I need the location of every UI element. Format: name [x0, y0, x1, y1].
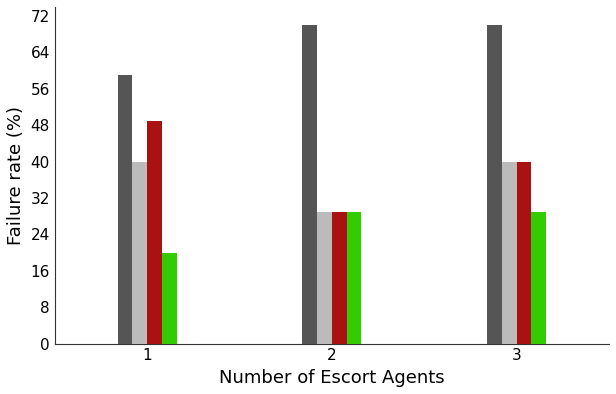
- Bar: [132, 162, 147, 344]
- Bar: [347, 212, 362, 344]
- Bar: [487, 25, 502, 344]
- Bar: [118, 75, 132, 344]
- Bar: [302, 25, 317, 344]
- Bar: [517, 162, 532, 344]
- Bar: [147, 121, 162, 344]
- Bar: [162, 253, 177, 344]
- Bar: [332, 212, 347, 344]
- Bar: [532, 212, 546, 344]
- Bar: [317, 212, 332, 344]
- Bar: [502, 162, 517, 344]
- Y-axis label: Failure rate (%): Failure rate (%): [7, 106, 25, 245]
- X-axis label: Number of Escort Agents: Number of Escort Agents: [219, 369, 445, 387]
